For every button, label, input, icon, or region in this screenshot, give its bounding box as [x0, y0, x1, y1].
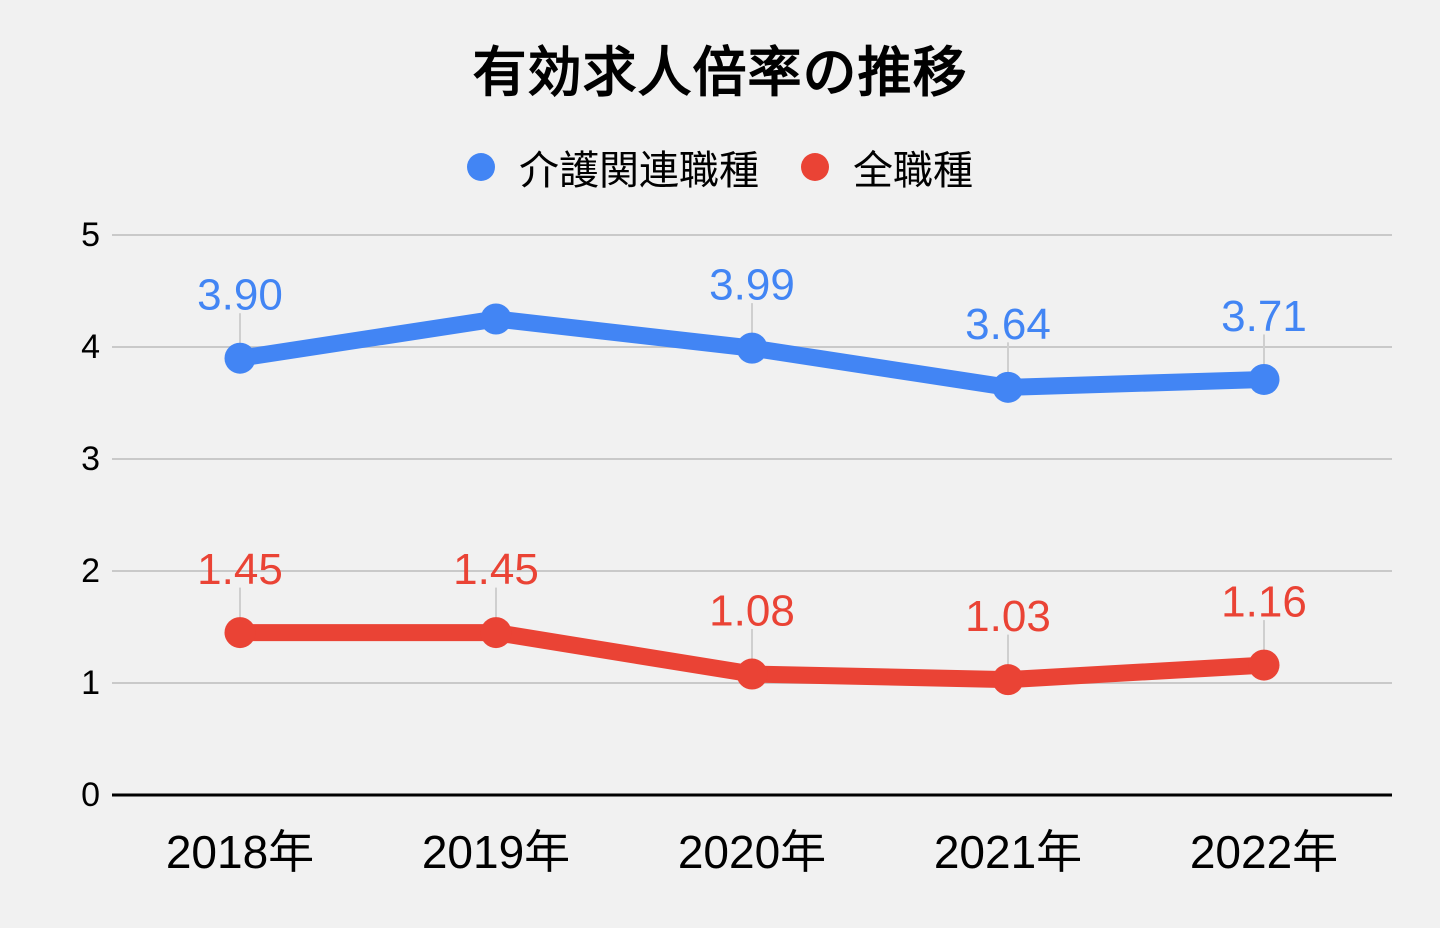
y-axis-tick-5: 5	[81, 216, 100, 254]
data-point-1-4	[1248, 649, 1280, 681]
y-axis-tick-0: 0	[81, 776, 100, 814]
legend-label-all-occupations: 全職種	[853, 149, 973, 193]
x-axis-tick-4: 2022年	[1190, 826, 1338, 878]
data-point-1-1	[480, 617, 512, 649]
data-label-1-3: 1.03	[965, 592, 1051, 641]
data-point-0-1	[480, 303, 512, 335]
data-label-0-2: 3.99	[709, 261, 795, 310]
data-label-1-2: 1.08	[709, 587, 795, 636]
data-label-1-4: 1.16	[1221, 578, 1307, 627]
data-point-0-2	[736, 332, 768, 364]
data-point-1-0	[224, 617, 256, 649]
data-point-0-4	[1248, 363, 1280, 395]
legend-dot-red-icon	[801, 153, 829, 181]
legend-item-all-occupations: 全職種	[801, 138, 973, 196]
data-label-0-0: 3.90	[197, 271, 283, 320]
legend-label-care-occupations: 介護関連職種	[519, 149, 759, 193]
y-axis-tick-3: 3	[81, 440, 100, 478]
chart-legend: 介護関連職種 全職種	[0, 138, 1440, 196]
legend-item-care-occupations: 介護関連職種	[467, 138, 759, 196]
data-point-0-0	[224, 342, 256, 374]
legend-dot-blue-icon	[467, 153, 495, 181]
data-label-0-4: 3.71	[1221, 292, 1307, 341]
x-axis-tick-1: 2019年	[422, 826, 570, 878]
data-label-1-0: 1.45	[197, 545, 283, 594]
y-axis-tick-4: 4	[81, 328, 100, 366]
x-axis-tick-0: 2018年	[166, 826, 314, 878]
data-label-0-3: 3.64	[965, 300, 1051, 349]
data-point-1-3	[992, 664, 1024, 696]
data-label-1-1: 1.45	[453, 545, 539, 594]
data-point-1-2	[736, 658, 768, 690]
data-point-0-3	[992, 371, 1024, 403]
x-axis-tick-2: 2020年	[678, 826, 826, 878]
y-axis-tick-1: 1	[81, 664, 100, 702]
chart-title: 有効求人倍率の推移	[472, 43, 968, 103]
x-axis-tick-3: 2021年	[934, 826, 1082, 878]
y-axis-tick-2: 2	[81, 552, 100, 590]
